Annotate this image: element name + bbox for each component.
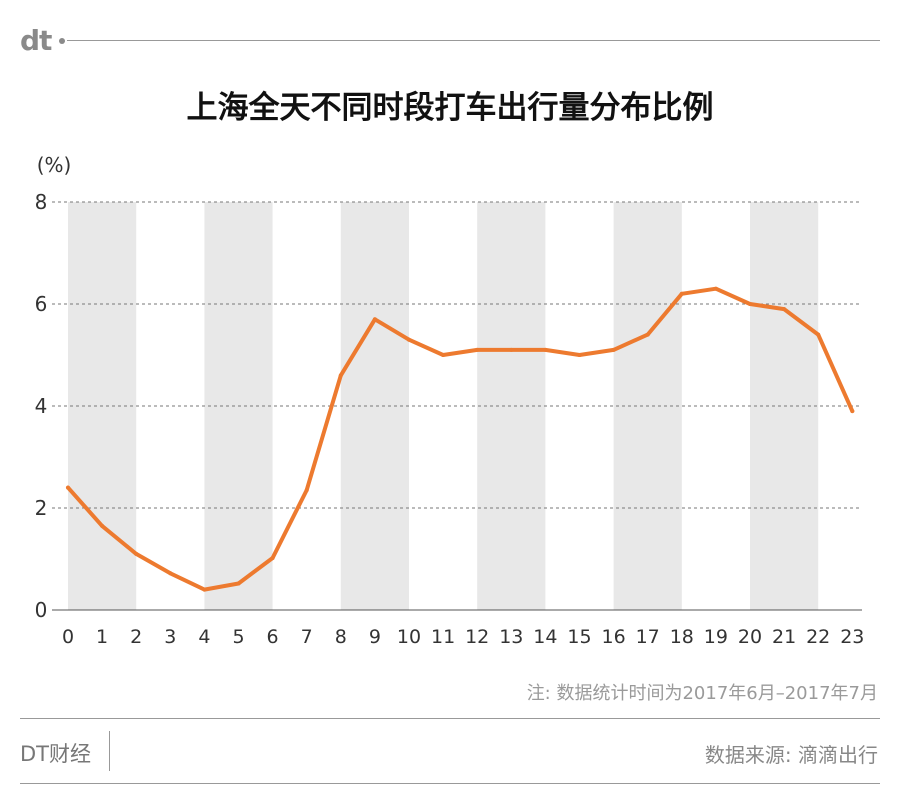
data-point xyxy=(270,555,275,560)
footer-brand: DT财经 xyxy=(20,742,91,766)
x-tick-label: 17 xyxy=(636,626,660,648)
data-point xyxy=(304,488,309,493)
data-point xyxy=(748,302,752,306)
y-tick-label: 8 xyxy=(35,190,48,214)
x-tick-label: 22 xyxy=(806,626,830,648)
x-tick-label: 9 xyxy=(369,626,381,648)
data-point xyxy=(713,286,718,291)
background-band xyxy=(340,202,409,610)
background-band xyxy=(477,202,546,610)
x-tick-label: 6 xyxy=(267,626,279,648)
y-tick-label: 0 xyxy=(35,598,48,622)
footer-separator xyxy=(109,731,110,771)
dt-logo: dt xyxy=(20,24,52,57)
x-tick-label: 16 xyxy=(602,626,626,648)
data-point xyxy=(134,551,139,556)
data-point xyxy=(645,332,650,337)
data-point xyxy=(679,291,684,296)
x-tick-label: 0 xyxy=(62,626,74,648)
x-tick-label: 11 xyxy=(431,626,455,648)
data-point xyxy=(66,485,70,490)
x-tick-label: 3 xyxy=(164,626,176,648)
data-point xyxy=(338,373,343,378)
data-point xyxy=(509,347,514,352)
x-tick-label: 12 xyxy=(465,626,489,648)
data-point xyxy=(202,587,207,592)
data-point xyxy=(441,353,446,357)
x-tick-label: 10 xyxy=(397,626,421,648)
data-point xyxy=(782,307,787,312)
x-tick-label: 7 xyxy=(301,626,313,648)
x-tick-label: 14 xyxy=(533,626,557,648)
header-rule xyxy=(67,40,880,41)
x-tick-label: 18 xyxy=(670,626,694,648)
x-tick-label: 8 xyxy=(335,626,347,648)
footer-bottom-rule xyxy=(20,783,880,784)
x-tick-label: 15 xyxy=(567,626,591,648)
x-tick-label: 1 xyxy=(96,626,108,648)
data-point xyxy=(407,337,411,342)
x-tick-label: 23 xyxy=(840,626,864,648)
y-tick-label: 6 xyxy=(35,292,48,316)
data-point xyxy=(850,409,855,414)
footer-source: 数据来源: 滴滴出行 xyxy=(704,743,878,767)
x-tick-label: 20 xyxy=(738,626,762,648)
data-point xyxy=(816,332,821,337)
data-note: 注: 数据统计时间为2017年6月–2017年7月 xyxy=(526,683,878,704)
logo-dot xyxy=(59,38,65,44)
x-tick-label: 13 xyxy=(499,626,523,648)
data-point xyxy=(577,353,582,357)
series-line xyxy=(66,286,855,592)
data-point xyxy=(543,347,548,352)
data-point xyxy=(236,581,241,586)
data-point xyxy=(168,571,173,576)
y-tick-label: 2 xyxy=(35,496,48,520)
x-tick-label: 21 xyxy=(772,626,796,648)
data-point xyxy=(100,523,105,528)
y-axis-label: (%) xyxy=(37,153,72,177)
data-point xyxy=(372,317,377,322)
data-point xyxy=(475,347,480,352)
footer-top-rule xyxy=(20,718,880,719)
y-tick-label: 4 xyxy=(35,394,48,418)
x-tick-label: 4 xyxy=(198,626,210,648)
x-tick-label: 5 xyxy=(232,626,244,648)
x-tick-label: 2 xyxy=(130,626,142,648)
x-tick-label: 19 xyxy=(704,626,728,648)
data-point xyxy=(611,347,616,352)
chart-title: 上海全天不同时段打车出行量分布比例 xyxy=(186,90,714,126)
